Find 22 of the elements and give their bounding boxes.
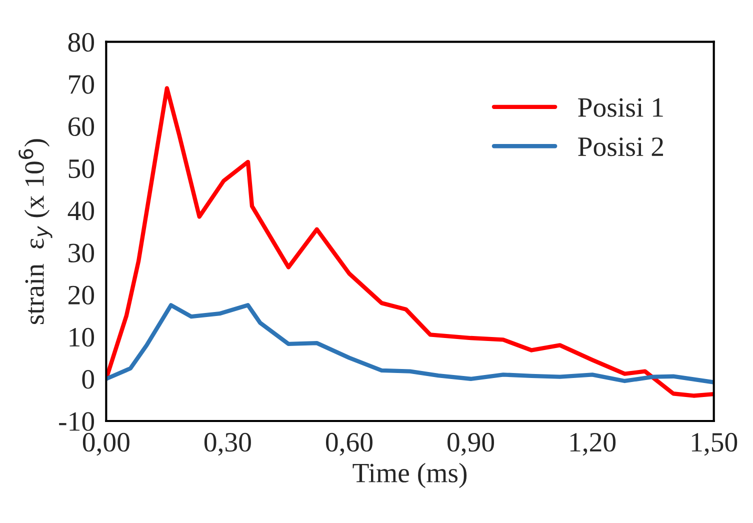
x-axis-title: Time (ms) xyxy=(352,462,467,488)
y-tick-label: 20 xyxy=(68,286,94,305)
y-tick-label: -10 xyxy=(59,412,94,431)
x-tick-label: 0,90 xyxy=(448,432,494,456)
y-tick-label: 70 xyxy=(69,75,94,94)
y-tick-label: 40 xyxy=(68,202,94,220)
y-tick-label: 30 xyxy=(68,244,94,262)
x-tick-label: 1,50 xyxy=(692,432,738,456)
line-series xyxy=(106,303,714,384)
x-tick-label: 1,20 xyxy=(570,432,616,456)
legend-label: Posisi 2 xyxy=(578,137,664,156)
legend-label: Posisi 1 xyxy=(578,98,663,117)
y-tick-label: 60 xyxy=(68,117,94,136)
y-axis-title: strain ε$_{y}$ (x 10$^{6}$) xyxy=(18,139,52,324)
y-tick-label: 0 xyxy=(82,370,94,389)
y-tick-label: 10 xyxy=(70,328,94,347)
x-tick-label: 0,30 xyxy=(204,432,251,456)
y-tick-label: 80 xyxy=(68,33,94,52)
x-tick-label: 0,00 xyxy=(82,432,130,456)
line-series xyxy=(106,86,714,398)
x-tick-label: 0,60 xyxy=(326,432,372,456)
y-tick-label: 50 xyxy=(68,159,94,178)
